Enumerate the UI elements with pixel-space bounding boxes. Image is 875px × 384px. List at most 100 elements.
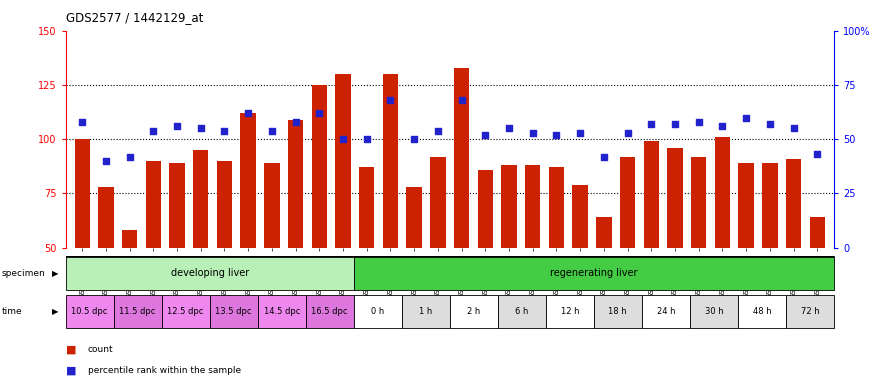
- Point: [170, 123, 184, 129]
- Bar: [193, 150, 208, 248]
- Bar: [596, 217, 612, 248]
- Point: [787, 125, 801, 131]
- Point: [620, 130, 634, 136]
- Bar: [715, 137, 730, 248]
- Bar: [66, 256, 354, 290]
- Bar: [162, 295, 210, 328]
- Bar: [335, 74, 351, 248]
- Text: 0 h: 0 h: [371, 307, 384, 316]
- Text: 72 h: 72 h: [801, 307, 819, 316]
- Bar: [430, 157, 445, 248]
- Bar: [382, 74, 398, 248]
- Bar: [809, 217, 825, 248]
- Point: [99, 158, 113, 164]
- Point: [407, 136, 421, 142]
- Point: [479, 132, 493, 138]
- Bar: [66, 295, 114, 328]
- Text: ■: ■: [66, 344, 76, 354]
- Point: [668, 121, 682, 127]
- Text: 11.5 dpc: 11.5 dpc: [120, 307, 156, 316]
- Bar: [525, 165, 541, 248]
- Bar: [454, 68, 469, 248]
- Bar: [98, 187, 114, 248]
- Bar: [642, 295, 690, 328]
- Point: [716, 123, 730, 129]
- Bar: [478, 170, 493, 248]
- Point: [123, 154, 136, 160]
- Bar: [738, 295, 786, 328]
- Point: [265, 127, 279, 134]
- Point: [242, 110, 256, 116]
- Bar: [170, 163, 185, 248]
- Text: count: count: [88, 345, 113, 354]
- Bar: [620, 157, 635, 248]
- Bar: [644, 141, 659, 248]
- Text: 1 h: 1 h: [419, 307, 432, 316]
- Point: [573, 130, 587, 136]
- Point: [383, 97, 397, 103]
- Text: 14.5 dpc: 14.5 dpc: [263, 307, 300, 316]
- Bar: [501, 165, 517, 248]
- Bar: [122, 230, 137, 248]
- Point: [430, 127, 444, 134]
- Point: [360, 136, 374, 142]
- Text: time: time: [2, 307, 23, 316]
- Bar: [691, 157, 706, 248]
- Bar: [668, 148, 682, 248]
- Text: GDS2577 / 1442129_at: GDS2577 / 1442129_at: [66, 12, 203, 25]
- Bar: [594, 295, 642, 328]
- Bar: [264, 163, 280, 248]
- Bar: [354, 295, 402, 328]
- Bar: [258, 295, 305, 328]
- Bar: [498, 295, 546, 328]
- Point: [336, 136, 350, 142]
- Bar: [241, 113, 256, 248]
- Bar: [359, 167, 374, 248]
- Bar: [786, 295, 834, 328]
- Text: 12.5 dpc: 12.5 dpc: [167, 307, 204, 316]
- Text: 12 h: 12 h: [561, 307, 579, 316]
- Bar: [762, 163, 778, 248]
- Text: 30 h: 30 h: [704, 307, 723, 316]
- Bar: [305, 295, 354, 328]
- Bar: [145, 161, 161, 248]
- Text: 24 h: 24 h: [656, 307, 676, 316]
- Bar: [572, 185, 588, 248]
- Bar: [407, 187, 422, 248]
- Bar: [114, 295, 162, 328]
- Point: [502, 125, 516, 131]
- Bar: [738, 163, 754, 248]
- Text: 10.5 dpc: 10.5 dpc: [72, 307, 108, 316]
- Bar: [546, 295, 594, 328]
- Point: [455, 97, 469, 103]
- Bar: [402, 295, 450, 328]
- Text: 2 h: 2 h: [467, 307, 480, 316]
- Text: ■: ■: [66, 366, 76, 376]
- Text: ▶: ▶: [52, 268, 59, 278]
- Bar: [450, 295, 498, 328]
- Point: [146, 127, 160, 134]
- Text: developing liver: developing liver: [171, 268, 248, 278]
- Bar: [217, 161, 232, 248]
- Text: regenerating liver: regenerating liver: [550, 268, 638, 278]
- Point: [289, 119, 303, 125]
- Text: 48 h: 48 h: [752, 307, 771, 316]
- Bar: [210, 295, 258, 328]
- Text: 18 h: 18 h: [608, 307, 627, 316]
- Text: percentile rank within the sample: percentile rank within the sample: [88, 366, 241, 375]
- Point: [739, 114, 753, 121]
- Text: 6 h: 6 h: [515, 307, 528, 316]
- Point: [810, 151, 824, 157]
- Point: [692, 119, 706, 125]
- Point: [218, 127, 232, 134]
- Point: [312, 110, 326, 116]
- Point: [550, 132, 564, 138]
- Bar: [288, 120, 304, 248]
- Bar: [786, 159, 802, 248]
- Point: [75, 119, 89, 125]
- Point: [644, 121, 658, 127]
- Bar: [74, 139, 90, 248]
- Point: [526, 130, 540, 136]
- Bar: [312, 85, 327, 248]
- Bar: [354, 256, 834, 290]
